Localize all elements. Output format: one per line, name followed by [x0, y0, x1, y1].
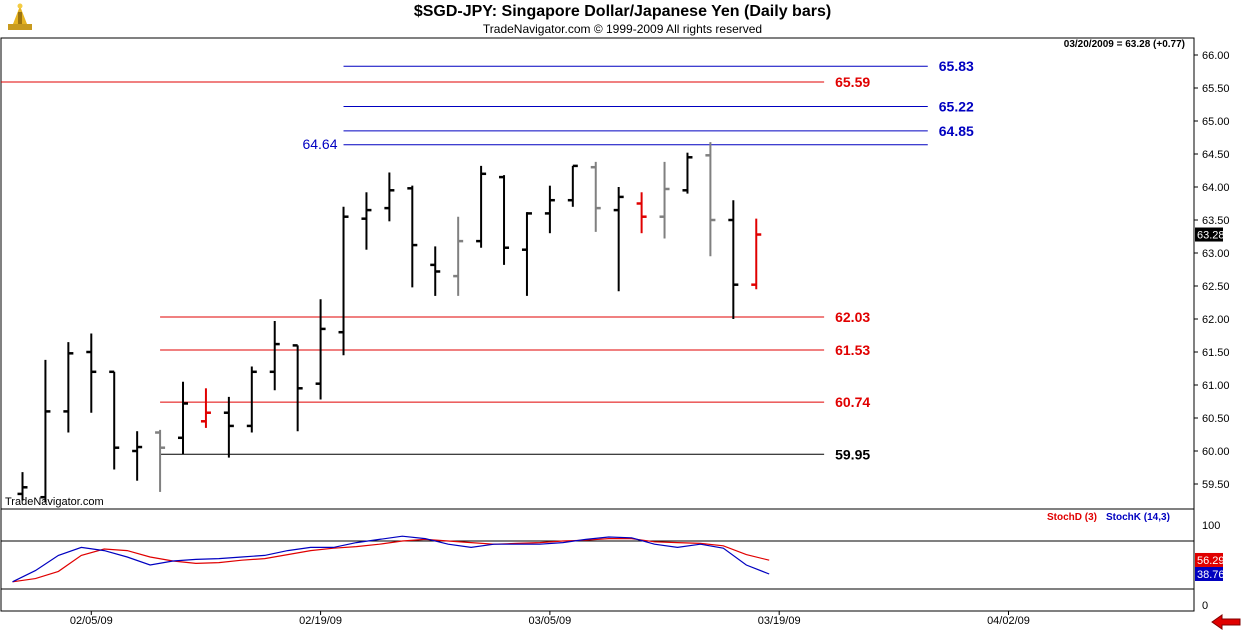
level-label: 65.83	[939, 58, 974, 74]
ohlc-bar	[521, 212, 532, 296]
level-label: 59.95	[835, 446, 870, 462]
ohlc-bar	[407, 185, 418, 288]
ohlc-bar	[269, 320, 280, 391]
ohlc-bar	[751, 218, 762, 290]
level-label: 65.22	[939, 98, 974, 114]
trade-navigator-logo-icon	[8, 3, 32, 30]
price-panel[interactable]	[0, 37, 1195, 510]
ohlc-bar	[705, 142, 716, 257]
price-tick-label: 61.50	[1202, 347, 1230, 359]
support-resistance-levels: 65.83 65.59 65.22 64.85 64.64 62.03 61.53 60.74…	[1, 58, 974, 462]
level-label: 64.64	[302, 136, 337, 152]
ohlc-bar	[200, 388, 211, 428]
stoch-k-tag: 38.76	[1197, 569, 1225, 581]
scroll-left-arrow-icon[interactable]	[1210, 614, 1242, 630]
ohlc-bar	[659, 161, 670, 239]
ohlc-bar	[728, 200, 739, 319]
ohlc-bar	[384, 172, 395, 222]
stochastic-tick-label: 0	[1202, 600, 1208, 612]
price-tick-label: 62.50	[1202, 281, 1230, 293]
date-tick-label: 02/05/09	[70, 615, 113, 627]
chart-title: $SGD-JPY: Singapore Dollar/Japanese Yen …	[413, 3, 832, 20]
legend-stoch-d: StochD (3)	[1047, 512, 1097, 523]
last-price-tag-bg	[1195, 227, 1223, 242]
price-tick-label: 59.50	[1202, 479, 1230, 491]
price-tick-label: 63.50	[1202, 215, 1230, 227]
stochastic-tick-label: 100	[1202, 520, 1220, 532]
stoch-d-tag: 56.29	[1197, 555, 1225, 567]
date-tick-label: 02/19/09	[299, 615, 342, 627]
ohlc-bar	[636, 192, 647, 234]
price-tick-label: 62.00	[1202, 314, 1230, 326]
ohlc-bar	[17, 472, 28, 501]
ohlc-bar	[109, 370, 120, 470]
ohlc-bar	[361, 192, 372, 250]
stochastic-panel[interactable]	[0, 508, 1195, 612]
ohlc-bar	[178, 381, 189, 455]
date-tick-label: 03/19/09	[758, 615, 801, 627]
level-label: 62.03	[835, 309, 870, 325]
stochastic-series-line	[12, 537, 770, 583]
ohlc-bar	[430, 246, 441, 296]
date-tick-label: 03/05/09	[528, 615, 571, 627]
price-tick-label: 60.50	[1202, 413, 1230, 425]
ohlc-bar	[155, 429, 166, 492]
stochastic-legend: StochD (3) StochK (14,3)	[1047, 512, 1170, 523]
ohlc-bar	[132, 431, 143, 481]
ohlc-bar	[40, 359, 51, 503]
ohlc-bar	[86, 333, 97, 413]
price-tick-label: 66.00	[1202, 50, 1230, 62]
ohlc-bar	[338, 206, 349, 356]
ohlc-bar	[246, 366, 257, 433]
price-tick-label: 61.00	[1202, 380, 1230, 392]
watermark-label: TradeNavigator.com	[5, 496, 104, 508]
last-price-tag: 63.28	[1197, 230, 1225, 242]
level-label: 61.53	[835, 342, 870, 358]
price-tick-label: 64.50	[1202, 149, 1230, 161]
ohlc-bar	[315, 299, 326, 400]
stochastic-series-line	[12, 535, 770, 583]
ohlc-bar	[476, 165, 487, 248]
level-label: 65.59	[835, 74, 870, 90]
price-tick-label: 65.00	[1202, 116, 1230, 128]
ohlc-bar	[63, 342, 74, 433]
price-tick-label: 65.50	[1202, 83, 1230, 95]
legend-stoch-k: StochK (14,3)	[1106, 512, 1170, 523]
stochastic-lines	[12, 535, 770, 583]
ohlc-bar	[613, 187, 624, 292]
date-x-axis: 02/05/09 02/19/09 03/05/09 03/19/09 04/02/09	[70, 611, 1030, 627]
price-tick-label: 64.00	[1202, 182, 1230, 194]
ohlc-bars	[17, 142, 762, 503]
ohlc-bar	[223, 396, 234, 458]
stoch-k-tag-bg	[1195, 566, 1223, 581]
ohlc-bar	[453, 216, 464, 296]
level-label: 64.85	[939, 123, 974, 139]
date-tick-label: 04/02/09	[987, 615, 1030, 627]
price-tick-label: 60.00	[1202, 446, 1230, 458]
ohlc-bar	[544, 185, 555, 234]
ohlc-bar	[682, 152, 693, 194]
price-tags: 63.28 56.29 38.76	[1195, 227, 1225, 581]
ohlc-bar	[567, 164, 578, 207]
ohlc-bar	[292, 344, 303, 432]
price-tick-label: 63.00	[1202, 248, 1230, 260]
ohlc-bar	[499, 175, 510, 265]
last-quote-label: 03/20/2009 = 63.28 (+0.77)	[1064, 39, 1185, 50]
stoch-d-tag-bg	[1195, 552, 1223, 567]
chart-subtitle: TradeNavigator.com © 1999-2009 All right…	[482, 22, 763, 36]
price-y-axis: 66.00 65.50 65.00 64.50 64.00 63.50 63.00 62.50…	[1194, 50, 1230, 491]
ohlc-bar	[590, 161, 601, 232]
level-label: 60.74	[835, 394, 870, 410]
